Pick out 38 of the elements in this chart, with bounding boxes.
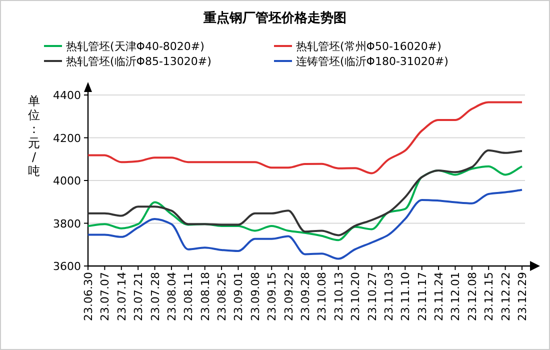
legend-label: 热轧管坯(天津Φ40-8020#) — [66, 40, 204, 53]
y-axis-title: 单位：元/吨 — [28, 94, 40, 178]
legend-label: 连铸管坯(临沂Φ180-31020#) — [296, 55, 448, 68]
x-tick-label: 23.11.24 — [432, 272, 446, 321]
x-tick-label: 23.08.18 — [198, 272, 212, 321]
x-tick-label: 23.09.22 — [282, 272, 296, 321]
x-tick-label: 23.11.17 — [416, 272, 429, 321]
x-tick-label: 23.12.01 — [449, 272, 462, 321]
y-tick-label: 3600 — [53, 260, 81, 273]
legend-label: 热轧管坯(常州Φ50-16020#) — [296, 40, 442, 53]
y-tick-label: 4400 — [53, 89, 81, 102]
x-tick-label: 23.10.20 — [349, 272, 362, 321]
x-tick-label: 23.12.15 — [482, 272, 496, 321]
x-tick-label: 23.11.03 — [382, 272, 396, 321]
x-tick-label: 23.09.28 — [299, 272, 312, 321]
x-tick-label: 23.07.07 — [98, 272, 112, 321]
y-tick-label: 4200 — [53, 132, 81, 145]
x-tick-label: 23.12.29 — [516, 272, 529, 321]
y-tick-label: 3800 — [53, 217, 81, 230]
legend-label: 热轧管坯(临沂Φ85-13020#) — [66, 55, 212, 68]
y-tick-label: 4000 — [53, 174, 81, 188]
x-tick-label: 23.12.08 — [466, 272, 479, 321]
x-tick-label: 23.08.11 — [182, 272, 196, 321]
x-tick-label: 23.09.01 — [232, 272, 246, 321]
x-tick-label: 23.10.13 — [332, 272, 346, 321]
x-tick-label: 23.10.08 — [316, 272, 329, 321]
x-tick-label: 23.07.21 — [132, 272, 146, 321]
x-tick-label: 23.08.25 — [216, 272, 229, 321]
x-tick-label: 23.09.15 — [266, 272, 279, 321]
x-tick-label: 23.11.10 — [399, 272, 412, 321]
x-tick-label: 23.07.28 — [148, 272, 162, 321]
x-tick-label: 23.09.08 — [248, 272, 262, 321]
x-tick-label: 23.06.30 — [82, 272, 95, 321]
x-tick-label: 23.07.14 — [115, 272, 128, 321]
chart-title: 重点钢厂管坯价格走势图 — [202, 10, 346, 26]
x-tick-label: 23.12.22 — [499, 272, 512, 321]
x-tick-label: 23.10.27 — [366, 272, 379, 321]
x-tick-label: 23.08.04 — [165, 272, 178, 321]
